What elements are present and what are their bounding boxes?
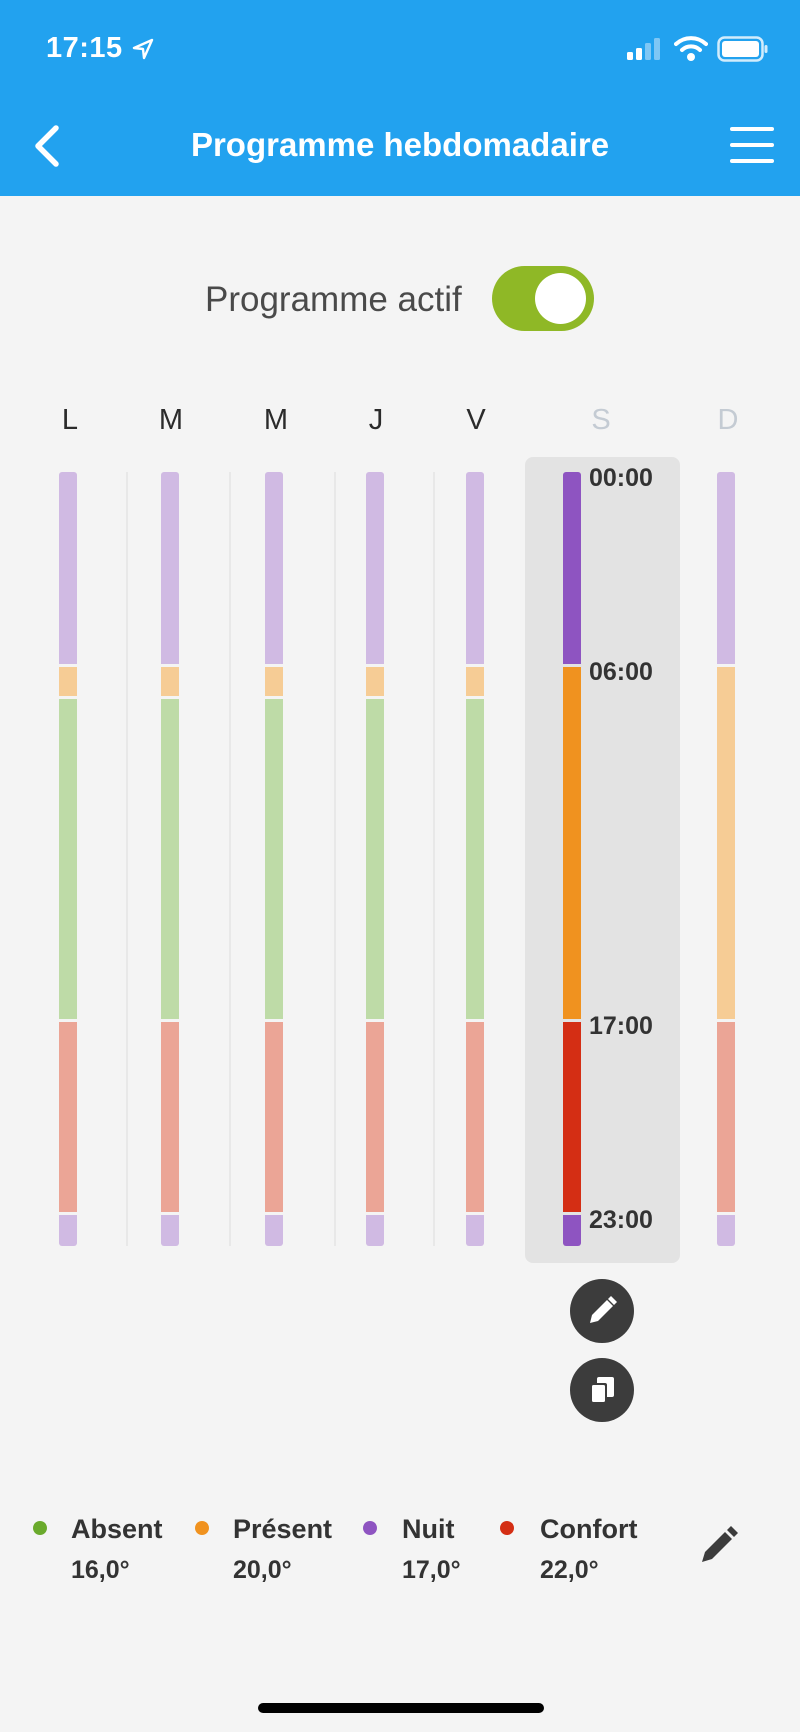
time-label: 23:00 <box>589 1205 653 1234</box>
day-separator <box>126 472 128 1246</box>
schedule-segment-nuit <box>366 472 384 664</box>
edit-legend-pencil-icon[interactable] <box>698 1524 740 1566</box>
schedule-segment-present <box>366 667 384 697</box>
copy-day-button[interactable] <box>570 1358 634 1422</box>
day-separator <box>334 472 336 1246</box>
time-label: 00:00 <box>589 464 653 492</box>
legend-dot-nuit <box>363 1521 377 1535</box>
day-schedule-bar-3[interactable] <box>265 472 283 1246</box>
hamburger-menu-icon[interactable] <box>730 126 774 164</box>
time-label: 17:00 <box>589 1012 653 1041</box>
schedule-segment-present <box>563 667 581 1019</box>
day-schedule-bar-4[interactable] <box>366 472 384 1246</box>
legend-dot-present <box>195 1521 209 1535</box>
wifi-icon <box>674 36 708 61</box>
time-label: 06:00 <box>589 657 653 686</box>
day-schedule-bar-7[interactable] <box>717 472 735 1246</box>
copy-icon <box>590 1377 614 1404</box>
schedule-segment-nuit <box>717 472 735 664</box>
home-indicator <box>258 1703 544 1713</box>
day-label-1[interactable]: L <box>61 404 79 436</box>
day-label-3[interactable]: M <box>263 404 289 436</box>
schedule-segment-nuit <box>466 1215 484 1246</box>
program-active-label: Programme actif <box>205 280 462 319</box>
battery-icon <box>717 36 768 62</box>
legend-name-present: Présent <box>233 1514 333 1544</box>
schedule-segment-confort <box>717 1021 735 1213</box>
schedule-segment-nuit <box>265 1215 283 1246</box>
day-separator <box>229 472 231 1246</box>
schedule-segment-nuit <box>265 472 283 664</box>
toggle-knob <box>535 273 586 324</box>
schedule-segment-absent <box>466 699 484 1019</box>
day-label-2[interactable]: M <box>158 404 184 436</box>
status-time: 17:15 <box>46 32 123 64</box>
schedule-segment-confort <box>466 1021 484 1213</box>
schedule-segment-nuit <box>563 472 581 664</box>
schedule-segment-nuit <box>563 1215 581 1246</box>
schedule-segment-confort <box>366 1021 384 1213</box>
day-schedule-bar-2[interactable] <box>161 472 179 1246</box>
schedule-segment-present <box>466 667 484 697</box>
legend-temp-nuit: 17,0° <box>402 1556 461 1584</box>
schedule-segment-nuit <box>466 472 484 664</box>
day-label-7[interactable]: D <box>717 404 739 436</box>
legend-dot-confort <box>500 1521 514 1535</box>
day-schedule-bar-5[interactable] <box>466 472 484 1246</box>
cellular-signal-icon <box>627 38 660 60</box>
schedule-segment-nuit <box>161 1215 179 1246</box>
schedule-segment-confort <box>59 1021 77 1213</box>
schedule-segment-confort <box>161 1021 179 1213</box>
location-arrow-icon <box>132 38 154 60</box>
schedule-segment-present <box>59 667 77 697</box>
day-label-6[interactable]: S <box>591 404 611 436</box>
selected-day-highlight <box>525 457 680 1263</box>
pencil-icon <box>590 1296 617 1323</box>
schedule-segment-nuit <box>366 1215 384 1246</box>
schedule-segment-confort <box>563 1021 581 1213</box>
edit-day-button[interactable] <box>570 1279 634 1343</box>
schedule-segment-nuit <box>59 472 77 664</box>
schedule-segment-nuit <box>59 1215 77 1246</box>
legend-temp-present: 20,0° <box>233 1556 292 1584</box>
schedule-segment-nuit <box>717 1215 735 1246</box>
legend-name-confort: Confort <box>540 1514 638 1544</box>
schedule-segment-confort <box>265 1021 283 1213</box>
schedule-segment-absent <box>265 699 283 1019</box>
legend-temp-absent: 16,0° <box>71 1556 130 1584</box>
legend-dot-absent <box>33 1521 47 1535</box>
schedule-segment-present <box>161 667 179 697</box>
day-schedule-bar-6[interactable] <box>563 472 581 1246</box>
legend-name-nuit: Nuit <box>402 1514 455 1544</box>
schedule-segment-nuit <box>161 472 179 664</box>
schedule-segment-absent <box>161 699 179 1019</box>
schedule-segment-absent <box>59 699 77 1019</box>
day-schedule-bar-1[interactable] <box>59 472 77 1246</box>
legend-temp-confort: 22,0° <box>540 1556 599 1584</box>
schedule-segment-present <box>265 667 283 697</box>
schedule-segment-present <box>717 667 735 1019</box>
back-chevron-icon[interactable] <box>30 122 66 170</box>
day-label-5[interactable]: V <box>466 404 486 436</box>
day-separator <box>433 472 435 1246</box>
legend-name-absent: Absent <box>71 1514 163 1544</box>
page-title: Programme hebdomadaire <box>190 126 610 163</box>
day-label-4[interactable]: J <box>368 404 384 436</box>
schedule-segment-absent <box>366 699 384 1019</box>
program-active-toggle[interactable] <box>492 266 594 331</box>
app-header: 17:15 Programme hebdomadaire <box>0 0 800 196</box>
